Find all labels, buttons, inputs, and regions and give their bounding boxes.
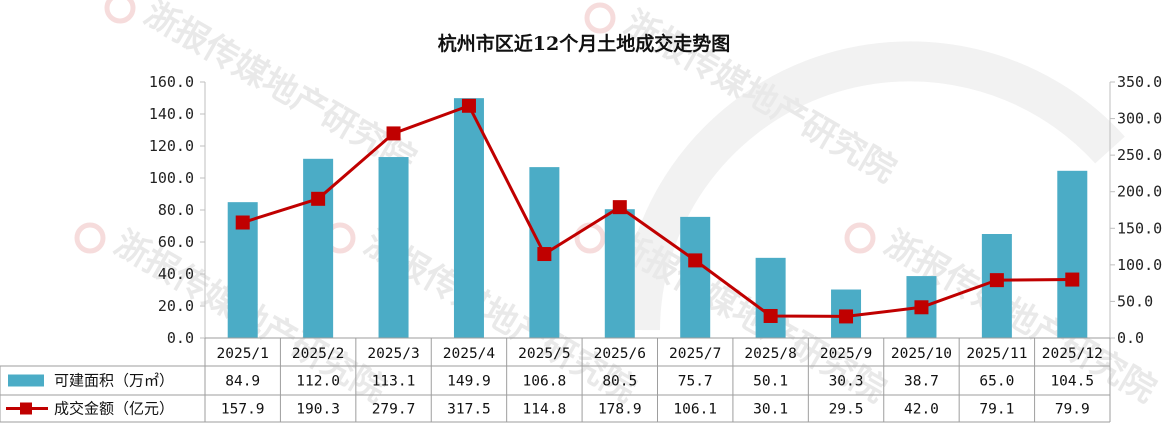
- y-right-tick-label: 150.0: [1117, 219, 1162, 237]
- table-cell: 80.5: [602, 374, 637, 390]
- bar-2025/6: [604, 209, 635, 338]
- table-cell: 279.7: [372, 402, 416, 418]
- chart-title: 杭州市区近12个月土地成交走势图: [438, 32, 730, 55]
- table-cell: 79.1: [979, 402, 1014, 418]
- y-right-tick-label: 200.0: [1117, 183, 1162, 201]
- line-series: [235, 98, 1080, 324]
- table-cell: 42.0: [904, 402, 939, 418]
- line-point-2025/6: [612, 200, 627, 215]
- watermark-text: 浙报传媒地产研究院: [618, 3, 903, 191]
- y-right-tick-label: 300.0: [1117, 110, 1162, 128]
- x-tick-label: 2025/4: [443, 346, 496, 362]
- line-point-2025/9: [839, 309, 854, 324]
- x-tick-label: 2025/8: [744, 346, 796, 362]
- legend-key-marker: [20, 402, 32, 415]
- table-cell: 317.5: [447, 402, 491, 418]
- y-right-tick-label: 100.0: [1117, 256, 1162, 274]
- table-cell: 149.9: [447, 374, 491, 390]
- bar-2025/2: [303, 158, 334, 338]
- legend-label: 可建面积（万㎡）: [54, 372, 174, 390]
- x-tick-label: 2025/6: [594, 346, 646, 362]
- bar-2025/12: [1057, 170, 1088, 338]
- table-cell: 106.1: [673, 402, 717, 418]
- y-left-tick-label: 20.0: [158, 297, 194, 315]
- x-tick-label: 2025/9: [820, 346, 872, 362]
- table-cell: 30.3: [829, 374, 864, 390]
- x-tick-label: 2025/5: [518, 346, 570, 362]
- x-tick-label: 2025/3: [367, 346, 419, 362]
- bar-2025/3: [378, 157, 409, 338]
- table-cell: 106.8: [523, 374, 567, 390]
- line-point-2025/8: [763, 308, 778, 323]
- table-cell: 114.8: [523, 402, 567, 418]
- bar-2025/7: [680, 216, 711, 338]
- x-tick-label: 2025/7: [669, 346, 721, 362]
- x-tick-label: 2025/2: [292, 346, 344, 362]
- table-cell: 29.5: [829, 402, 864, 418]
- line-point-2025/2: [311, 191, 326, 206]
- y-right-tick-label: 0.0: [1117, 329, 1144, 347]
- line-point-2025/5: [537, 247, 552, 262]
- y-left-tick-label: 60.0: [158, 233, 194, 251]
- y-left-tick-label: 100.0: [149, 169, 194, 187]
- table-cell: 157.9: [221, 402, 265, 418]
- table-cell: 178.9: [598, 402, 642, 418]
- watermark-logo-icon: [844, 222, 876, 254]
- watermark-logo-icon: [574, 222, 606, 254]
- y-left-tick-label: 0.0: [167, 329, 194, 347]
- table-cell: 112.0: [296, 374, 340, 390]
- table-cell: 30.1: [753, 402, 788, 418]
- watermark-logo-icon: [584, 2, 616, 34]
- x-tick-label: 2025/1: [217, 346, 269, 362]
- data-table: 2025/1 2025/2 2025/3 2025/4 2025/5 2025/6 2025…: [0, 337, 1111, 423]
- line-point-2025/4: [461, 98, 476, 113]
- y-right-tick-label: 50.0: [1117, 292, 1153, 310]
- watermark-logo-icon: [104, 0, 136, 24]
- legend-key-bar: [8, 374, 44, 387]
- y-right-tick-label: 250.0: [1117, 146, 1162, 164]
- line-point-2025/7: [688, 253, 703, 268]
- axes: 0.0 20.0 40.0 60.0 80.0 100.0 120.0 140.0 160.0 0…: [149, 73, 1162, 347]
- table-cell: 84.9: [225, 374, 260, 390]
- y-left-tick-label: 140.0: [149, 105, 194, 123]
- x-tick-label: 2025/11: [966, 346, 1027, 362]
- line-point-2025/1: [235, 215, 250, 230]
- table-cell: 190.3: [296, 402, 340, 418]
- y-right-tick-label: 350.0: [1117, 73, 1162, 91]
- table-cell: 104.5: [1050, 374, 1094, 390]
- y-left-tick-label: 80.0: [158, 201, 194, 219]
- table-cell: 79.9: [1055, 402, 1090, 418]
- table-cell: 113.1: [372, 374, 416, 390]
- table-cell: 50.1: [753, 374, 788, 390]
- line-path: [242, 104, 1073, 318]
- line-point-2025/10: [914, 300, 929, 315]
- x-tick-label: 2025/10: [891, 346, 952, 362]
- line-point-2025/3: [386, 126, 401, 141]
- line-point-2025/12: [1065, 272, 1080, 287]
- bar-2025/4: [453, 98, 484, 338]
- table-cell: 38.7: [904, 374, 939, 390]
- line-point-2025/11: [989, 273, 1004, 288]
- x-tick-label: 2025/12: [1042, 346, 1103, 362]
- y-left-tick-label: 120.0: [149, 137, 194, 155]
- legend-label: 成交金额（亿元）: [54, 400, 174, 418]
- bar-2025/8: [755, 257, 786, 338]
- watermark-logo-icon: [74, 222, 106, 254]
- table-cell: 65.0: [979, 374, 1014, 390]
- y-left-tick-label: 40.0: [158, 265, 194, 283]
- y-left-tick-label: 160.0: [149, 73, 194, 91]
- table-cell: 75.7: [678, 374, 713, 390]
